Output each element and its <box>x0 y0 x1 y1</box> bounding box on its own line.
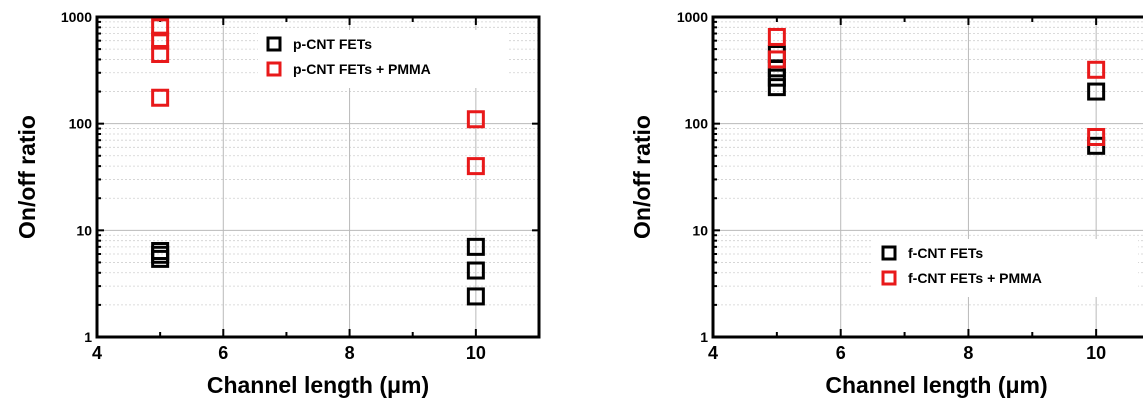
legend-label: f-CNT FETs <box>908 245 983 261</box>
data-point <box>151 242 170 261</box>
legend-box <box>873 239 1138 297</box>
x-tick-label: 4 <box>92 343 102 363</box>
plot-area-frame <box>95 15 541 339</box>
y-tick-label: 1 <box>84 329 92 345</box>
data-point <box>466 110 485 129</box>
data-point <box>767 27 786 46</box>
x-tick-label: 8 <box>963 343 973 363</box>
plot-area-frame <box>711 15 1143 339</box>
data-point <box>767 50 786 69</box>
y-axis-title: On/off ratio <box>629 115 655 239</box>
data-point <box>466 157 485 176</box>
legend-marker <box>881 270 897 286</box>
y-tick-label: 1000 <box>61 9 92 25</box>
x-tick-label: 8 <box>345 343 355 363</box>
y-tick-label: 100 <box>685 116 709 132</box>
chart-panel-1: 1 10 100 1000 4 6 8 10 p-CNT FETs p-CNT FETs + PM… <box>14 9 541 398</box>
legend-marker <box>881 245 897 261</box>
y-tick-label: 100 <box>69 116 93 132</box>
data-point <box>466 287 485 306</box>
data-point <box>151 245 170 264</box>
data-point <box>151 18 170 37</box>
x-tick-label: 6 <box>218 343 228 363</box>
legend: p-CNT FETs p-CNT FETs + PMMA <box>258 30 508 88</box>
legend-label: f-CNT FETs + PMMA <box>908 270 1042 286</box>
data-point <box>466 237 485 256</box>
legend-label: p-CNT FETs <box>293 36 372 52</box>
y-tick-label: 10 <box>76 222 92 238</box>
legend-label: p-CNT FETs + PMMA <box>293 61 431 77</box>
data-point <box>767 68 786 87</box>
legend-box <box>258 30 508 88</box>
x-tick-label: 6 <box>836 343 846 363</box>
y-tick-label: 10 <box>692 222 708 238</box>
x-axis-title: Channel length (μm) <box>825 372 1047 398</box>
series-1 <box>151 237 485 306</box>
series-1 <box>767 44 1106 155</box>
data-point <box>466 261 485 280</box>
data-point <box>1087 60 1106 79</box>
y-tick-label: 1 <box>700 329 708 345</box>
data-point <box>1087 82 1106 101</box>
data-point <box>767 78 786 97</box>
series-2 <box>767 27 1106 146</box>
y-tick-label: 1000 <box>677 9 708 25</box>
x-axis-title: Channel length (μm) <box>207 372 429 398</box>
legend: f-CNT FETs f-CNT FETs + PMMA <box>873 239 1138 297</box>
chart-panel-2: 1 10 100 1000 4 6 8 10 f-CNT FETs f-CNT FETs + PM… <box>629 9 1143 398</box>
x-tick-label: 10 <box>1086 343 1106 363</box>
legend-marker <box>266 36 282 52</box>
data-point <box>151 44 170 63</box>
x-tick-label: 4 <box>708 343 718 363</box>
series-2 <box>151 18 485 176</box>
legend-marker <box>266 61 282 77</box>
y-axis-title: On/off ratio <box>14 115 40 239</box>
x-tick-label: 10 <box>466 343 486 363</box>
data-point <box>151 31 170 50</box>
data-point <box>151 88 170 107</box>
data-point <box>1087 127 1106 146</box>
